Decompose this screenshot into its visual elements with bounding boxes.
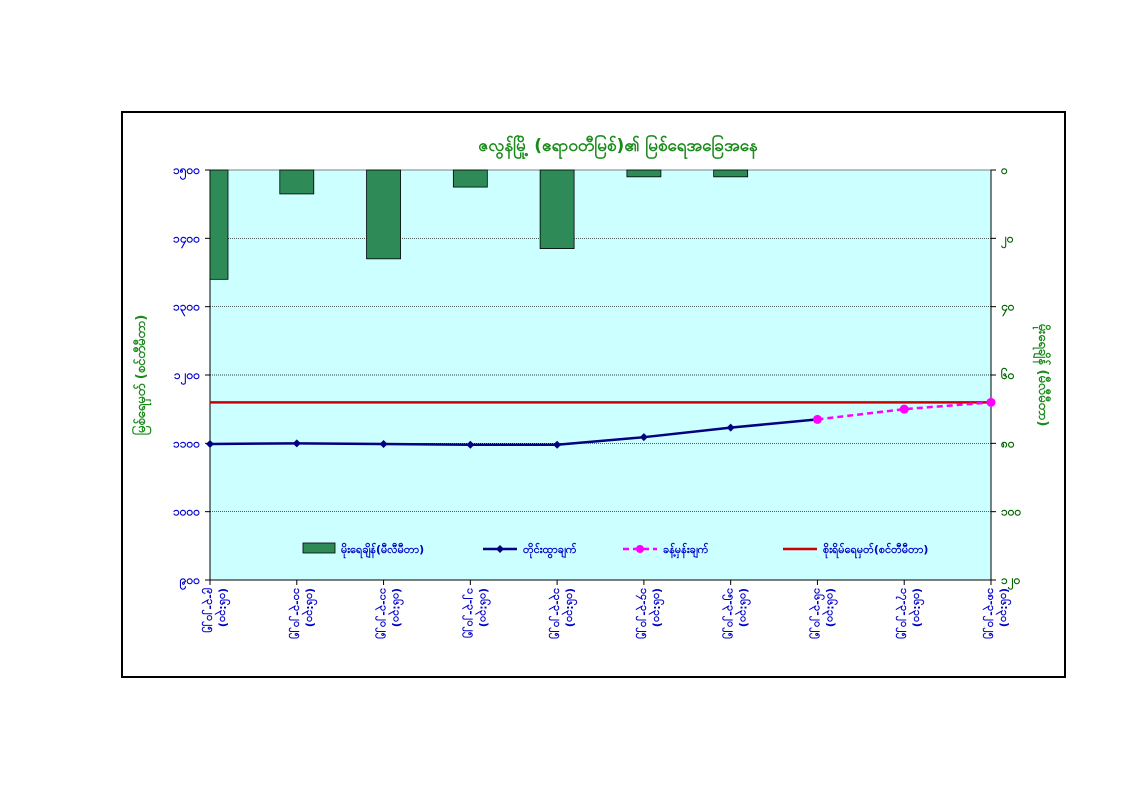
rainfall-bar (366, 169, 401, 260)
x-tick-label: ၁၃-၃-၂၀၂၅ (၀၆:၃၀) (548, 588, 577, 640)
x-tick-date: ၁၃-၃-၂၀၂၅ (548, 588, 564, 640)
observed-point (726, 423, 735, 432)
legend-marker-observed (496, 545, 504, 553)
legend-label-rainfall: မိုးရေချိန်(မီလီမီတာ) (341, 542, 424, 559)
left-tick-label: ၁၂၀၀ (174, 368, 200, 386)
x-tick-label: ၁၈-၃-၂၀၂၅ (၀၆:၃၀) (982, 588, 1011, 640)
right-tick-label: ၄၀ (1000, 300, 1015, 318)
x-tick-date: ၁၄-၃-၂၀၂၅ (635, 588, 651, 640)
rainfall-bar (452, 169, 488, 188)
legend-marker-forecast (636, 545, 644, 553)
forecast-point (899, 404, 909, 414)
x-tick-label: ၁၄-၃-၂၀၂၅ (၀၆:၃၀) (635, 588, 664, 640)
x-tick-time: (၀၆:၃၀) (561, 588, 577, 627)
observed-point (379, 440, 388, 449)
legend-label-forecast: ခန့်မှန်းချက် (663, 542, 709, 559)
x-tick-time: (၀၆:၃၀) (995, 588, 1011, 627)
forecast-point (812, 414, 822, 424)
left-tick-label: ၁၀၀၀ (173, 505, 200, 519)
x-tick-label: ၁၆-၃-၂၀၂၅ (၀၆:၃၀) (808, 588, 837, 640)
x-tick-date: ၁၂-၃-၂၀၂၅ (461, 588, 477, 639)
right-tick-label: ၂၀ (1000, 231, 1014, 249)
rainfall-bar (209, 169, 229, 280)
x-tick-time: (၀၆:၃၀) (821, 588, 837, 627)
observed-point (466, 440, 475, 449)
observed-point (553, 440, 562, 449)
x-tick-time: (၀၆:၃၀) (214, 588, 230, 627)
rainfall-bar (279, 169, 315, 195)
legend-label-observed: တိုင်းထွာချက် (523, 542, 577, 559)
rainfall-bar (626, 169, 662, 178)
x-tick-date: ၁၁-၃-၂၀၂၅ (375, 588, 391, 640)
x-tick-date: ၉-၃-၂၀၂၅ (201, 588, 217, 634)
rainfall-bar (713, 169, 749, 178)
x-tick-time: (၀၆:၃၀) (301, 588, 317, 627)
x-tick-date: ၁၀-၃-၂၀၂၅ (288, 588, 304, 640)
observed-point (639, 433, 648, 442)
x-tick-time: (၀၆:၃၀) (474, 588, 490, 627)
x-tick-label: ၁၁-၃-၂၀၂၅ (၀၆:၃၀) (375, 588, 404, 640)
left-axis-label: မြစ်ရေမှတ် (စင်တီမီတာ) (131, 315, 152, 436)
observed-line (209, 418, 818, 446)
x-tick-date: ၁၈-၃-၂၀၂၅ (982, 588, 998, 640)
left-tick-label: ၁၅၀၀ (173, 163, 200, 181)
observed-point (292, 439, 301, 448)
x-tick-date: ၁၇-၃-၂၀၂၅ (895, 588, 911, 640)
x-tick-date: ၁၆-၃-၂၀၂၅ (808, 588, 824, 640)
x-tick-time: (၀၆:၃၀) (648, 588, 664, 627)
left-tick-label: ၉၀၀ (179, 573, 201, 591)
left-tick-label: ၁၁၀၀ (173, 436, 200, 450)
x-tick-label: ၁၇-၃-၂၀၂၅ (၀၆:၃၀) (895, 588, 924, 640)
observed-point (206, 440, 214, 449)
right-tick-label: ၁၂၀ (1001, 573, 1021, 591)
right-tick-label: ၈၀ (1000, 436, 1015, 450)
forecast-line (817, 401, 992, 421)
chart-frame: ဇလွန်မြို့ (ဧရာဝတီမြစ်)၏ မြစ်ရေအခြေအနေ ၉… (121, 111, 1066, 678)
x-tick-label: ၁၂-၃-၂၀၂၅ (၀၆:၃၀) (461, 588, 490, 639)
x-tick-label: ၁၀-၃-၂၀၂၅ (၀၆:၃၀) (288, 588, 317, 640)
rainfall-bar (539, 169, 575, 249)
x-tick-label: ၁၅-၃-၂၀၂၅ (၀၆:၃၀) (722, 588, 751, 640)
plot-area: ၉၀၀ ၁၀၀၀ ၁၁၀၀ ၁၂၀၀ ၁၃၀၀ ၁၄၀၀ ၁၅၀၀ ၀၂၀၄၀၆၀၈၀၁၀၀၁… (173, 163, 1022, 640)
x-tick-label: ၉-၃-၂၀၂၅ (၀၆:၃၀) (201, 588, 230, 634)
chart-title: ဇလွန်မြို့ (ဧရာဝတီမြစ်)၏ မြစ်ရေအခြေအနေ (478, 133, 758, 160)
forecast-point (986, 397, 996, 407)
x-tick-time: (၀၆:၃၀) (908, 588, 924, 627)
x-tick-date: ၁၅-၃-၂၀၂၅ (722, 588, 738, 640)
right-tick-label: ၁၀၀ (1001, 505, 1022, 519)
legend-label-danger: စိုးရိမ်ရေမှတ်(စင်တီမီတာ) (823, 542, 928, 559)
right-axis-label: မိုးရေချိန် (မီလီမီတာ) (1032, 324, 1052, 427)
x-tick-time: (၀၆:၃၀) (735, 588, 751, 627)
legend-swatch-rainfall (302, 542, 336, 554)
left-tick-label: ၁၃၀၀ (173, 300, 200, 318)
chart-svg: ဇလွန်မြို့ (ဧရာဝတီမြစ်)၏ မြစ်ရေအခြေအနေ ၉… (131, 133, 1052, 640)
x-tick-time: (၀၆:၃၀) (388, 588, 404, 627)
right-tick-label: ၀ (1000, 163, 1008, 177)
right-tick-label: ၆၀ (1000, 366, 1015, 382)
left-tick-label: ၁၄၀၀ (173, 231, 200, 249)
legend: မိုးရေချိန်(မီလီမီတာ) တိုင်းထွာချက် ခန့်မှ… (302, 542, 928, 559)
